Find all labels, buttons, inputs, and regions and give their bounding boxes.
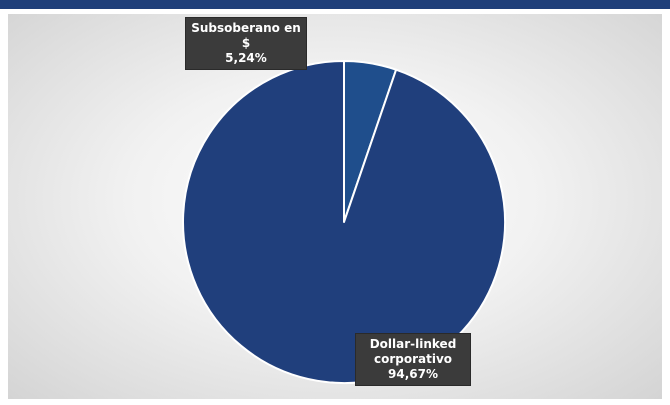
data-label-subsoberano-value: 5,24%: [225, 51, 267, 65]
data-label-dollar-linked-name-line2: corporativo: [373, 352, 453, 366]
data-label-dollar-linked-name-line1: Dollar-linked: [369, 337, 457, 351]
pie-chart: [182, 60, 507, 384]
data-label-dollar-linked: Dollar-linked corporativo 94,67%: [355, 333, 471, 386]
data-label-dollar-linked-value: 94,67%: [388, 367, 438, 381]
header-rule: [0, 0, 670, 9]
chart-area: Subsoberano en $ 5,24% Dollar-linked cor…: [8, 14, 662, 399]
data-label-subsoberano: Subsoberano en $ 5,24%: [185, 17, 307, 70]
data-label-subsoberano-name-line2: $: [241, 36, 251, 50]
pie-slice-dollar-linked: [182, 60, 507, 384]
data-label-subsoberano-name-line1: Subsoberano en: [191, 21, 301, 35]
